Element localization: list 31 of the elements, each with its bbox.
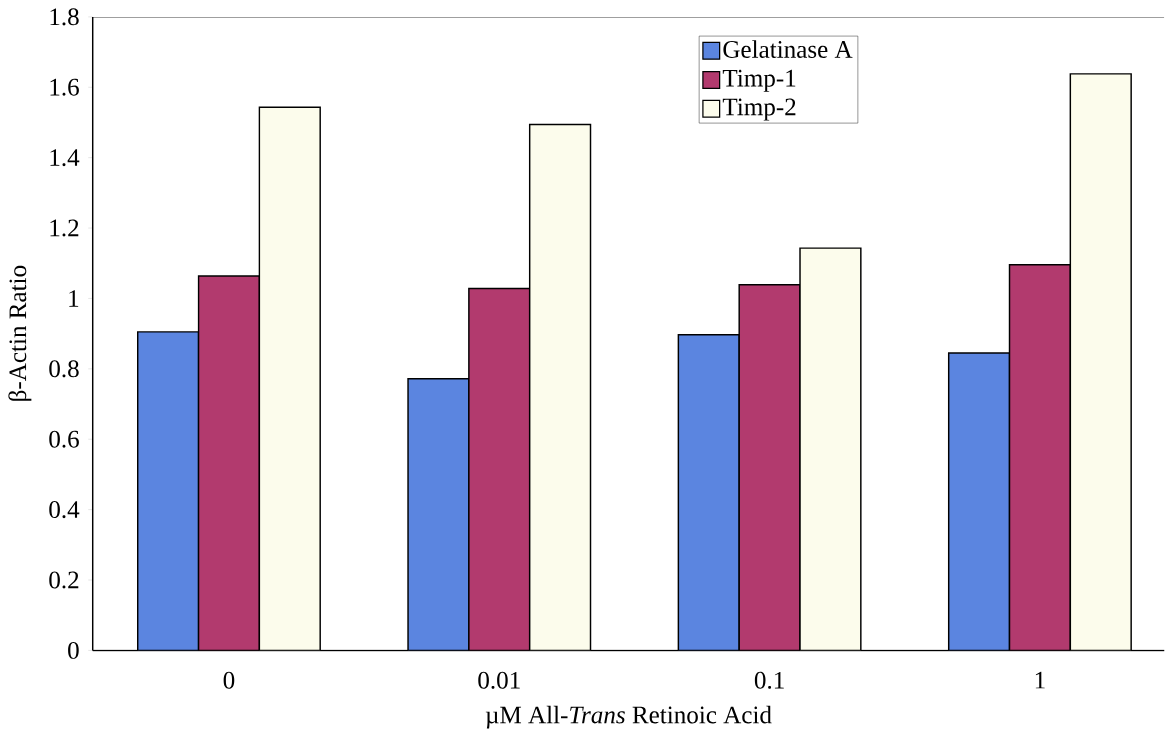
y-tick-label: 1.2: [50, 219, 79, 237]
y-tick-label: 1.8: [50, 8, 79, 26]
y-tick-label: 1.6: [50, 78, 79, 96]
bar: [800, 248, 861, 651]
bar: [137, 331, 199, 651]
bar: [529, 124, 591, 651]
x-tick-label: 0: [223, 671, 235, 689]
y-axis-title: β-Actin Ratio: [8, 265, 32, 401]
y-tick-label: 0.2: [49, 571, 79, 589]
bar: [678, 334, 740, 651]
legend-label: Timp-2: [722, 98, 796, 121]
y-tick-label: 0.6: [49, 430, 79, 448]
x-axis-title: µM All-Trans Retinoic Acid: [485, 705, 772, 729]
y-tick-label: 0.4: [49, 501, 80, 519]
y-tick-label: 1.4: [50, 149, 80, 167]
legend-label: Timp-1: [722, 69, 796, 92]
bar: [739, 284, 801, 651]
bar: [1008, 263, 1072, 651]
legend-label: Gelatinase A: [723, 40, 853, 58]
bar: [408, 378, 469, 651]
bar: [1069, 73, 1132, 651]
bar: [198, 275, 260, 651]
bar: [947, 352, 1011, 651]
x-tick-label: 0.1: [754, 671, 784, 689]
x-tick-label: 1: [1035, 671, 1045, 689]
y-tick-label: 0.8: [49, 360, 79, 378]
y-tick-label: 1: [69, 290, 79, 307]
bar: [259, 107, 321, 651]
x-tick-label: 0.01: [478, 671, 520, 689]
bar: [468, 288, 530, 651]
y-tick-label: 0: [68, 641, 79, 659]
